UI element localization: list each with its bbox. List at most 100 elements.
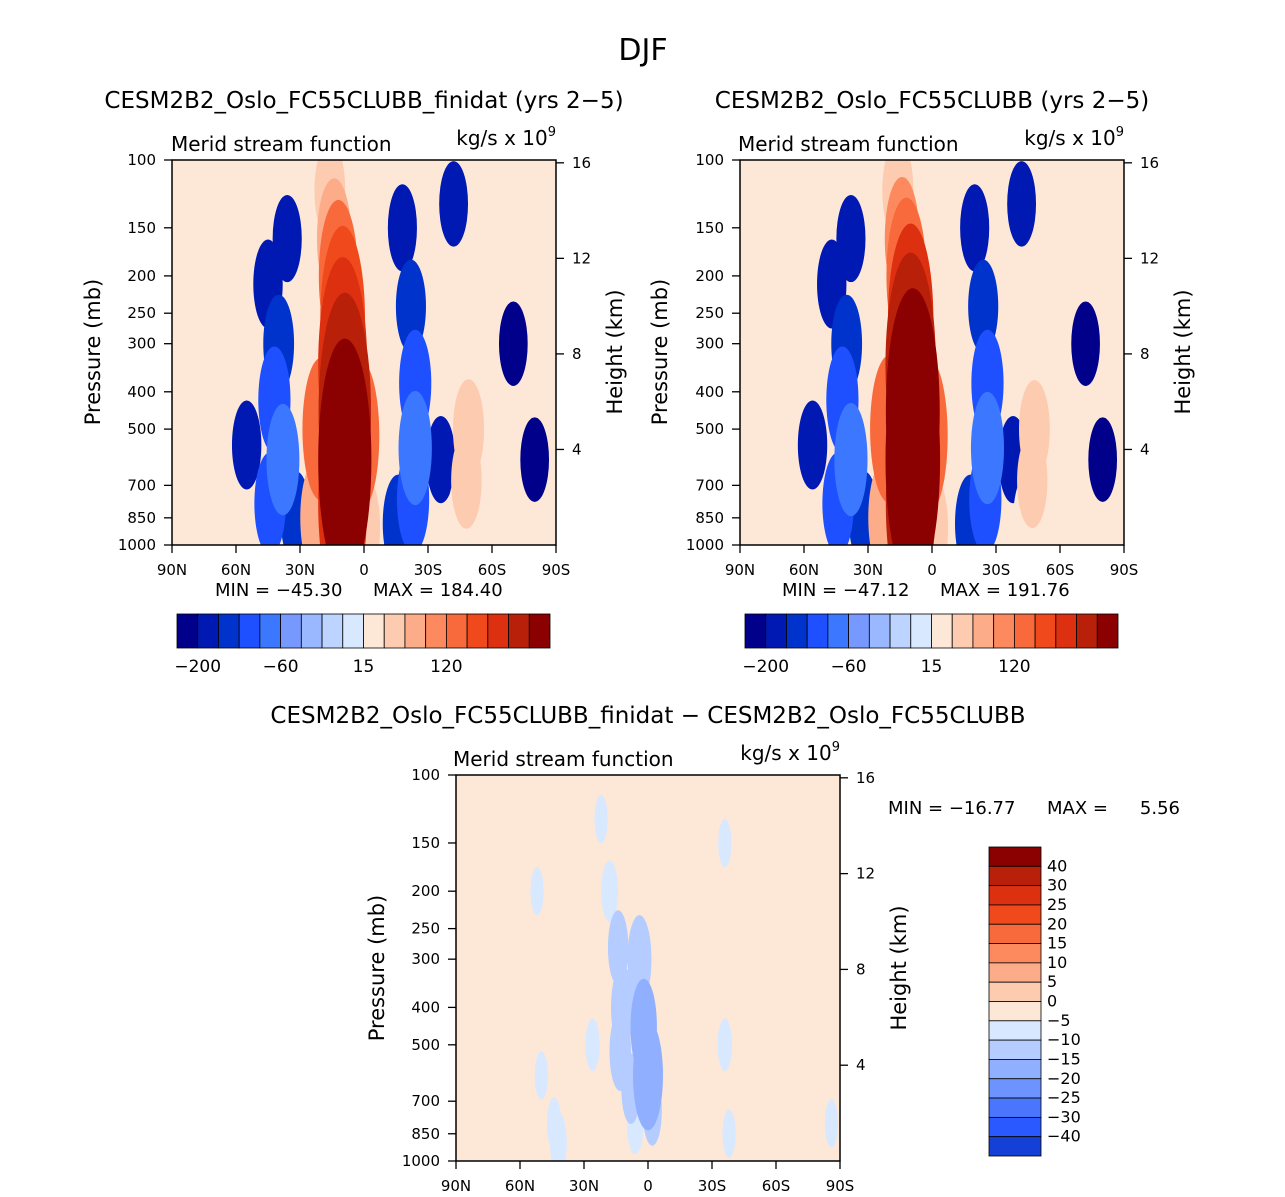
x-tick-label-6: 90S [1110, 561, 1139, 579]
y-tick-label-8: 850 [127, 509, 156, 527]
y-tick-label-5: 400 [127, 383, 156, 401]
y-tick-label-0: 100 [127, 151, 156, 169]
y-tick-label-7: 700 [695, 476, 724, 494]
colorbar-label-1: 30 [1047, 876, 1067, 895]
contour-cell-14 [231, 400, 262, 490]
colorbar-swatch-12 [993, 613, 1015, 649]
x-tick-label-0: 90N [725, 561, 755, 579]
colorbar-swatch-0 [744, 613, 767, 649]
colorbar-swatch-11 [404, 613, 427, 649]
y-tick-label-9: 1000 [686, 536, 724, 554]
height-tick-label-2: 8 [1140, 345, 1150, 363]
contour-cell-30 [834, 402, 868, 517]
panel-2: CESM2B2_Oslo_FC55CLUBB (yrs 2−5) Merid s… [648, 88, 1195, 677]
colorbar-swatch-6 [868, 613, 891, 649]
contour-cell-22 [1019, 380, 1050, 479]
contour-cell-3 [1071, 301, 1100, 386]
colorbar-label-10: −15 [1047, 1049, 1081, 1068]
x-tick-label-1: 60N [789, 561, 819, 579]
panel-2-left-label: Merid stream function [738, 132, 959, 156]
x-tick-label-2: 30N [853, 561, 883, 579]
contour-cell-9 [722, 1109, 736, 1158]
contour-cell-3 [530, 866, 544, 916]
panel-2-min: MIN = −47.12 [782, 580, 909, 601]
x-tick-label-4: 30S [698, 1177, 727, 1195]
contour-cell-10 [769, 934, 783, 984]
y-tick-label-0: 100 [695, 151, 724, 169]
y-tick-label-6: 500 [695, 420, 724, 438]
colorbar-swatch-5 [280, 613, 302, 649]
colorbar-swatch-2 [988, 885, 1042, 906]
x-tick-label-1: 60N [221, 561, 251, 579]
x-tick-label-6: 90S [826, 1177, 855, 1195]
y-tick-label-1: 150 [695, 219, 724, 237]
contour-cell-40 [885, 334, 941, 545]
contour-cell-21 [601, 860, 618, 922]
contour-cell-40 [318, 338, 372, 545]
panel-3-title: CESM2B2_Oslo_FC55CLUBB_finidat − CESM2B2… [270, 703, 1025, 729]
x-tick-label-2: 30N [569, 1177, 599, 1195]
contour-cell-12 [757, 347, 787, 437]
y-tick-label-1: 150 [411, 834, 440, 852]
contour-cell-29 [970, 391, 1004, 505]
contour-cell-11 [221, 160, 251, 249]
colorbar-label-3: 120 [430, 657, 462, 677]
height-tick-label-1: 12 [572, 249, 591, 267]
colorbar-swatch-7 [889, 613, 912, 649]
colorbar-swatch-2 [218, 613, 240, 649]
panel-2-title: CESM2B2_Oslo_FC55CLUBB (yrs 2−5) [715, 88, 1149, 114]
y-tick-label-4: 300 [695, 335, 724, 353]
panel-3-left-label: Merid stream function [453, 747, 674, 771]
panel-1-min: MIN = −45.30 [215, 580, 342, 601]
colorbar-swatch-1 [765, 613, 787, 649]
colorbar-label-4: 15 [1047, 934, 1067, 953]
colorbar-swatch-11 [972, 613, 995, 649]
x-tick-label-5: 60S [762, 1177, 791, 1195]
height-tick-label-0: 16 [1140, 154, 1159, 172]
x-tick-label-2: 30N [285, 561, 315, 579]
contour-cell-4 [534, 1051, 548, 1100]
colorbar-swatch-16 [508, 613, 530, 649]
panel-1-unit-label: kg/s x 109 [456, 125, 556, 150]
colorbar-swatch-10 [951, 613, 974, 649]
colorbar-swatch-1 [988, 865, 1042, 887]
x-tick-label-1: 60N [505, 1177, 535, 1195]
y-tick-label-2: 200 [411, 882, 440, 900]
height-tick-label-2: 8 [572, 345, 582, 363]
height-tick-label-2: 8 [856, 960, 866, 978]
colorbar-swatch-8 [342, 613, 364, 649]
colorbar-swatch-1 [197, 613, 219, 649]
colorbar-swatch-0 [176, 613, 199, 649]
contour-cell-16 [717, 1018, 732, 1072]
colorbar-label-2: 15 [353, 657, 375, 677]
contour-cell-4 [1088, 417, 1118, 502]
panel-3-max: MAX = [1047, 798, 1108, 819]
colorbar-swatch-15 [988, 1136, 1042, 1157]
x-tick-label-3: 0 [643, 1177, 653, 1195]
colorbar-swatch-16 [1076, 613, 1098, 649]
panel-2-plot: 90N 60N 30N 0 30S 60S 90S 100 150 200 250 300 400 500… [686, 151, 1159, 579]
x-tick-label-4: 30S [982, 561, 1011, 579]
contour-cell-14 [797, 400, 828, 490]
colorbar-label-8: −5 [1047, 1011, 1071, 1030]
colorbar-swatch-4 [988, 923, 1042, 944]
panel-1-max: MAX = 184.40 [373, 580, 503, 601]
y-tick-label-1: 150 [127, 219, 156, 237]
colorbar-swatch-8 [910, 613, 932, 649]
page-title: DJF [618, 33, 667, 68]
panel-1-left-label: Merid stream function [171, 132, 392, 156]
y-tick-label-5: 400 [411, 998, 440, 1016]
contour-cell-11 [790, 1051, 804, 1100]
y-tick-label-4: 300 [127, 335, 156, 353]
y-tick-label-9: 1000 [402, 1152, 440, 1170]
contour-cell-6 [594, 794, 608, 844]
colorbar-label-2: 15 [921, 657, 943, 677]
y-tick-label-6: 500 [411, 1036, 440, 1054]
y-tick-label-7: 700 [411, 1092, 440, 1110]
contour-cell-23 [452, 379, 485, 480]
y-tick-label-3: 250 [127, 304, 156, 322]
colorbar-label-14: −40 [1047, 1127, 1081, 1146]
contour-cell-1 [492, 1051, 506, 1100]
y-tick-label-7: 700 [127, 476, 156, 494]
